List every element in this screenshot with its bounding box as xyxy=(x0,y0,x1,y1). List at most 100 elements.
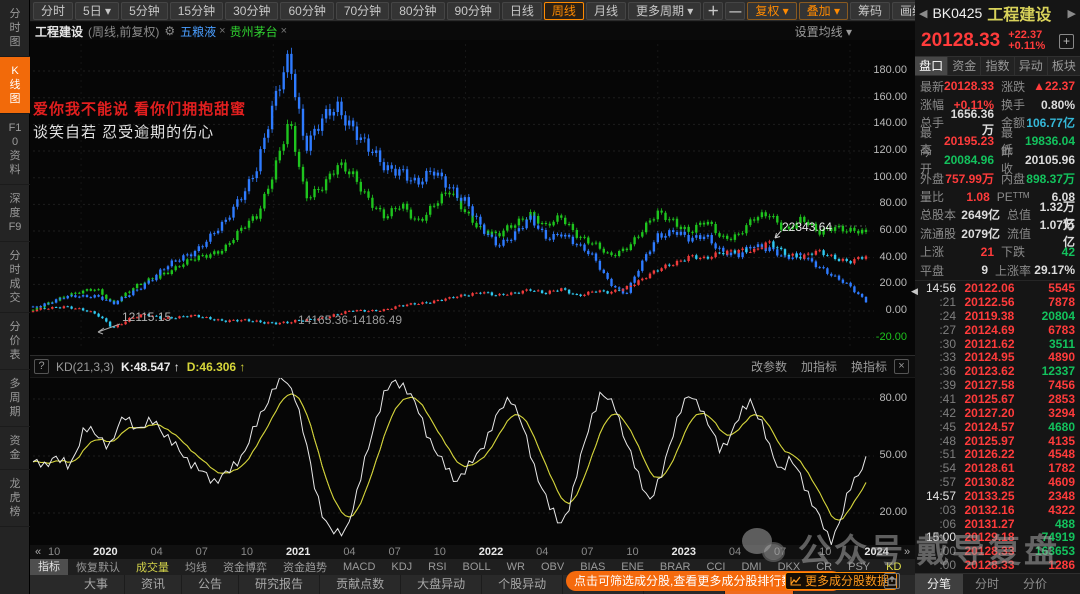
indicator-action-button[interactable]: 换指标 xyxy=(850,360,887,374)
sidebar-item[interactable]: 分时成交 xyxy=(0,242,30,313)
bottom-tab[interactable]: 个股异动 xyxy=(482,575,564,594)
tick-row: :30 20121.62 3511 xyxy=(939,336,1075,351)
remove-overlay-icon[interactable]: × xyxy=(280,25,288,37)
zoom-in-button[interactable]: ＋ xyxy=(703,1,724,20)
indicator-action-button[interactable]: 改参数 xyxy=(750,360,787,374)
sidebar-item[interactable]: 分时图 xyxy=(0,0,30,57)
indicator-tab[interactable]: 恢复默认 xyxy=(76,562,120,574)
panel-collapse-handle[interactable]: ◀ xyxy=(911,286,918,296)
panel-tab[interactable]: 异动 xyxy=(1015,57,1048,75)
add-to-watchlist-icon[interactable]: + xyxy=(1059,33,1074,49)
kd-canvas xyxy=(32,378,874,545)
indicator-tab[interactable]: DMI xyxy=(741,561,762,573)
indicator-tab[interactable]: DKX xyxy=(777,561,801,573)
indicator-action-button[interactable]: 加指标 xyxy=(800,360,837,374)
panel-tab[interactable]: 板块 xyxy=(1051,59,1076,73)
sidebar-item[interactable]: 多周期 xyxy=(0,370,30,427)
kd-indicator-chart[interactable]: 80.00 50.00 20.00 xyxy=(30,378,915,545)
bottom-tab[interactable]: 研究报告 xyxy=(239,575,321,594)
tool-button[interactable]: 叠加 ▾ xyxy=(798,1,849,20)
scroll-left-icon[interactable]: « xyxy=(34,546,42,558)
panel-tab[interactable]: 指数 xyxy=(981,57,1015,75)
gear-icon[interactable]: ⚙ xyxy=(164,24,176,38)
quote-panel: ◀ ◀ BK0425 工程建设 ▶ 20128.33 +22.37 +0.11%… xyxy=(911,0,1080,594)
indicator-tab[interactable]: KD xyxy=(886,561,902,573)
period-button[interactable]: 80分钟 xyxy=(391,1,445,20)
prev-instrument-icon[interactable]: ◀ xyxy=(919,7,928,20)
indicator-tab[interactable]: CR xyxy=(816,561,833,573)
indicator-tab[interactable]: 均线 xyxy=(185,562,207,574)
period-button[interactable]: 90分钟 xyxy=(446,1,500,20)
ma-settings-button[interactable]: 设置均线 ▾ xyxy=(794,24,852,39)
tick-view-tab[interactable]: 分时 xyxy=(975,577,1000,591)
indicator-tab[interactable]: MACD xyxy=(343,561,376,573)
next-instrument-icon[interactable]: ▶ xyxy=(1067,7,1076,20)
panel-tab[interactable]: 资金 xyxy=(948,57,982,75)
chart-mode-label: (周线,前复权) xyxy=(88,24,160,39)
indicator-tab[interactable]: KDJ xyxy=(391,561,413,573)
indicator-tab[interactable]: BOLL xyxy=(462,561,491,573)
tool-button[interactable]: 复权 ▾ xyxy=(747,1,797,20)
period-button[interactable]: 月线 xyxy=(585,1,626,20)
indicator-tab[interactable]: 成交量 xyxy=(136,562,169,574)
sidebar-item[interactable]: 龙虎榜 xyxy=(0,470,30,527)
period-button[interactable]: 分时 xyxy=(33,1,74,20)
price-change: +22.37 xyxy=(1008,29,1043,41)
indicator-tab[interactable]: 资金博弈 xyxy=(223,562,267,574)
quote-info-row: 平盘 9 上涨率 29.17% xyxy=(920,263,1075,278)
sidebar-item[interactable]: F10资料 xyxy=(0,114,30,185)
tool-button[interactable]: 筹码 xyxy=(850,1,891,20)
bottom-tab[interactable]: 大事 xyxy=(68,575,126,594)
indicator-tab[interactable]: PSY xyxy=(848,561,871,573)
remove-overlay-icon[interactable]: × xyxy=(219,25,226,37)
period-button[interactable]: 5日 ▾ xyxy=(75,1,120,20)
sidebar-item[interactable]: 分价表 xyxy=(0,313,30,370)
quote-info-row: 流通股 2079亿 流值 1.07万亿 xyxy=(920,218,1075,250)
tick-view-tab[interactable]: 分价 xyxy=(1023,577,1048,591)
main-chart[interactable]: 爱你我不能说 看你们拥抱甜蜜 谈笑自若 忍受逾期的伤心 12115.15 141… xyxy=(30,40,915,355)
constituents-callout: 点击可筛选成分股,查看更多成分股排行数据哦! × xyxy=(566,571,848,591)
indicator-tab[interactable]: BRAR xyxy=(659,561,691,573)
period-button[interactable]: 5分钟 xyxy=(121,1,168,20)
overlay-name[interactable]: 贵州茅台 xyxy=(229,24,278,39)
close-indicator-icon[interactable]: × xyxy=(894,359,909,374)
period-button[interactable]: 周线 xyxy=(543,1,584,20)
overlay-name[interactable]: 五粮液 xyxy=(180,24,217,39)
x-axis-label: 10 xyxy=(240,546,254,558)
period-button[interactable]: 15分钟 xyxy=(169,1,224,20)
tick-row: :06 20131.27 488 xyxy=(939,516,1075,531)
indicator-tab[interactable]: OBV xyxy=(540,561,565,573)
tick-row: :00 20128.33 1286 xyxy=(939,558,1075,573)
period-button[interactable]: 30分钟 xyxy=(225,1,279,20)
more-constituents-button[interactable]: 更多成分股数据 xyxy=(785,572,898,590)
bottom-tab[interactable]: 大盘异动 xyxy=(401,575,483,594)
tick-row: :42 20127.20 3294 xyxy=(939,405,1075,420)
indicator-tab[interactable]: 指标 xyxy=(30,559,68,575)
indicator-tab[interactable]: WR xyxy=(506,561,525,573)
bottom-tab[interactable]: 公告 xyxy=(182,575,240,594)
sidebar-item[interactable]: 深度F9 xyxy=(0,185,30,242)
tick-row: 14:56 20122.06 5545 xyxy=(925,281,1075,296)
indicator-help-icon[interactable]: ? xyxy=(34,359,49,374)
indicator-tab[interactable]: 资金趋势 xyxy=(283,562,327,574)
tick-view-tab[interactable]: 分笔 xyxy=(915,574,964,594)
tick-row: :33 20124.95 4890 xyxy=(939,350,1075,365)
period-button[interactable]: 60分钟 xyxy=(280,1,334,20)
tick-row: :39 20127.58 7456 xyxy=(939,378,1075,393)
open-window-icon[interactable] xyxy=(884,573,900,589)
scroll-right-icon[interactable]: » xyxy=(903,546,911,558)
last-price: 20128.33 xyxy=(921,30,1001,51)
period-button[interactable]: 70分钟 xyxy=(335,1,390,20)
zoom-out-button[interactable]: — xyxy=(725,1,746,20)
sidebar-item[interactable]: K线图 xyxy=(0,57,30,114)
indicator-tab[interactable]: CCI xyxy=(706,561,726,573)
sidebar-item[interactable]: 资金 xyxy=(0,427,30,470)
panel-tab[interactable]: 盘口 xyxy=(915,57,949,75)
bottom-tab[interactable]: 资讯 xyxy=(125,575,183,594)
indicator-tab[interactable]: RSI xyxy=(428,561,447,573)
indicator-tab[interactable]: ENE xyxy=(621,561,644,573)
indicator-tab[interactable]: BIAS xyxy=(580,561,606,573)
period-button[interactable]: 更多周期 ▾ xyxy=(627,1,702,20)
bottom-tab[interactable]: 贡献点数 xyxy=(320,575,402,594)
period-button[interactable]: 日线 xyxy=(501,1,542,20)
